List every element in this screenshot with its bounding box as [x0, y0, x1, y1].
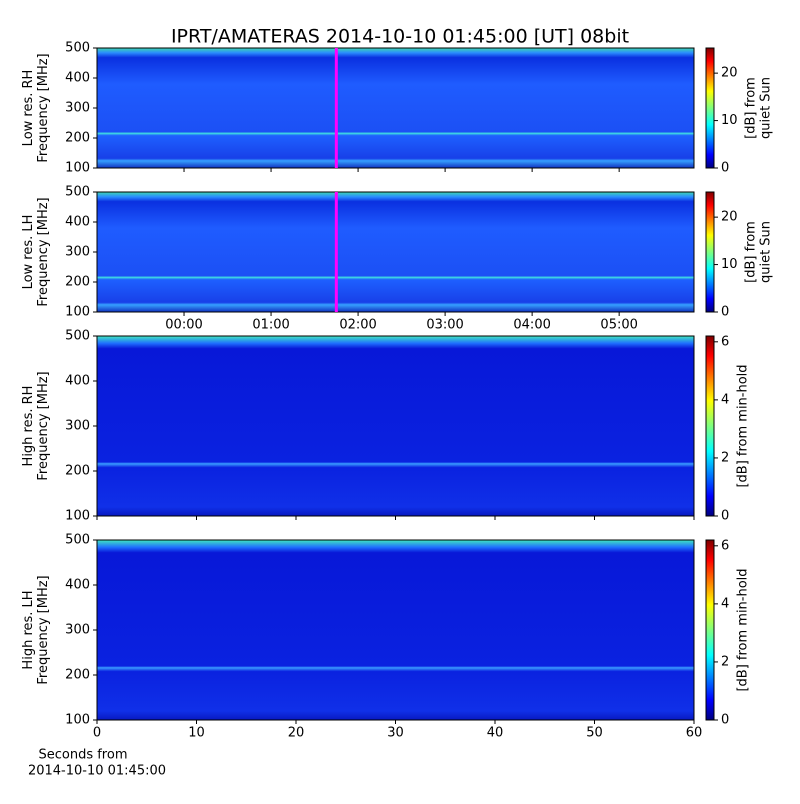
y-tick-label: 400: [65, 374, 90, 389]
y-tick-label: 500: [65, 185, 90, 200]
y-axis-label: Frequency [MHz]: [36, 53, 51, 162]
spectrogram-image: [97, 48, 694, 168]
colorbar-label: quiet Sun: [759, 221, 774, 283]
x-tick-label: 40: [487, 726, 504, 741]
y-tick-label: 300: [65, 101, 90, 116]
colorbar: [705, 335, 715, 517]
colorbar-label: [dB] from min-hold: [736, 568, 751, 691]
y-tick-label: 400: [65, 578, 90, 593]
spectrogram-image: [97, 336, 694, 516]
x-tick-label: 10: [188, 726, 205, 741]
colorbar-tick-label: 0: [721, 161, 729, 176]
y-tick-label: 400: [65, 215, 90, 230]
x-axis-label: Seconds from: [38, 748, 127, 763]
colorbar-tick-label: 10: [721, 257, 738, 272]
y-tick-label: 100: [65, 509, 90, 524]
y-tick-label: 300: [65, 245, 90, 260]
colorbar-tick-label: 0: [721, 305, 729, 320]
y-tick-label: 200: [65, 275, 90, 290]
colorbar-tick-label: 2: [721, 654, 729, 669]
colorbar-tick-label: 0: [721, 509, 729, 524]
x-tick-label: 00:00: [165, 318, 202, 333]
colorbar-tick-label: 6: [721, 334, 729, 349]
y-tick-label: 500: [65, 329, 90, 344]
chart-title: IPRT/AMATERAS 2014-10-10 01:45:00 [UT] 0…: [171, 26, 629, 48]
x-tick-label: 04:00: [513, 318, 550, 333]
y-tick-label: 500: [65, 41, 90, 56]
x-axis-label: 2014-10-10 01:45:00: [28, 764, 166, 779]
colorbar-label: [dB] from: [744, 221, 759, 283]
y-axis-label: Frequency [MHz]: [36, 371, 51, 480]
y-tick-label: 400: [65, 71, 90, 86]
y-tick-label: 300: [65, 623, 90, 638]
x-tick-label: 01:00: [252, 318, 289, 333]
colorbar-tick-label: 4: [721, 392, 729, 407]
y-axis-label: Frequency [MHz]: [36, 575, 51, 684]
colorbar-tick-label: 0: [721, 713, 729, 728]
y-axis-label: High res. LH: [21, 590, 36, 669]
x-tick-label: 0: [93, 726, 101, 741]
y-tick-label: 200: [65, 131, 90, 146]
y-axis-label: High res. RH: [21, 386, 36, 467]
colorbar-label: [dB] from min-hold: [736, 364, 751, 487]
colorbar-label: [dB] from: [744, 77, 759, 139]
colorbar-tick-label: 6: [721, 538, 729, 553]
y-tick-label: 200: [65, 668, 90, 683]
colorbar: [705, 539, 715, 721]
x-tick-label: 20: [288, 726, 305, 741]
y-tick-label: 100: [65, 305, 90, 320]
colorbar-tick-label: 2: [721, 450, 729, 465]
y-tick-label: 100: [65, 713, 90, 728]
y-tick-label: 500: [65, 533, 90, 548]
y-axis-label: Low res. RH: [21, 70, 36, 147]
x-tick-label: 02:00: [339, 318, 376, 333]
y-tick-label: 200: [65, 464, 90, 479]
y-tick-label: 300: [65, 419, 90, 434]
spectrogram-image: [97, 540, 694, 720]
colorbar-tick-label: 20: [721, 66, 738, 81]
colorbar-label: quiet Sun: [759, 77, 774, 139]
y-axis-label: Frequency [MHz]: [36, 197, 51, 306]
colorbar: [705, 191, 715, 313]
colorbar-tick-label: 4: [721, 596, 729, 611]
x-tick-label: 03:00: [426, 318, 463, 333]
spectrogram-image: [97, 192, 694, 312]
y-tick-label: 100: [65, 161, 90, 176]
colorbar-tick-label: 20: [721, 210, 738, 225]
y-axis-label: Low res. LH: [21, 215, 36, 290]
colorbar: [705, 47, 715, 169]
x-tick-label: 50: [586, 726, 603, 741]
x-tick-label: 05:00: [600, 318, 637, 333]
x-tick-label: 30: [387, 726, 404, 741]
x-tick-label: 60: [686, 726, 703, 741]
colorbar-tick-label: 10: [721, 113, 738, 128]
